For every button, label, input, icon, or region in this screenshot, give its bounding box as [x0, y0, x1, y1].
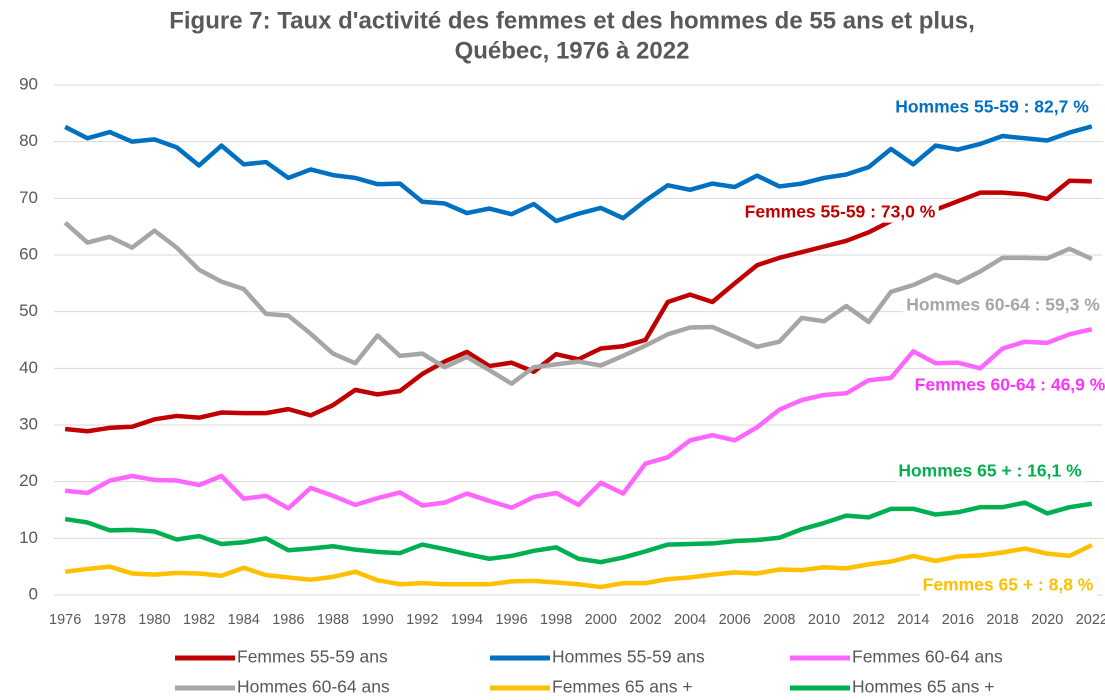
x-tick-label: 1996 [495, 612, 527, 628]
annotation-background [892, 95, 1093, 118]
legend-label: Femmes 55-59 ans [237, 647, 388, 667]
x-tick-label: 1978 [94, 612, 126, 628]
y-tick-label: 10 [19, 528, 38, 547]
annotation-background [903, 293, 1104, 316]
annotation-background [911, 373, 1105, 396]
series-line [64, 500, 1093, 565]
x-tick-label: 2016 [942, 612, 974, 628]
chart-title: Figure 7: Taux d'activité des femmes et … [169, 7, 975, 34]
x-tick-label: 2012 [853, 612, 885, 628]
x-tick-label: 2000 [585, 612, 617, 628]
x-tick-label: 2018 [986, 612, 1018, 628]
x-tick-label: 2004 [674, 612, 706, 628]
y-tick-label: 50 [19, 301, 38, 320]
x-tick-label: 1976 [49, 612, 81, 628]
legend-label: Femmes 60-64 ans [852, 647, 1003, 667]
legend-label: Hommes 55-59 ans [552, 647, 705, 667]
series-line [64, 327, 1093, 511]
y-tick-label: 30 [19, 414, 38, 433]
series-line [64, 543, 1093, 590]
x-tick-label: 1980 [138, 612, 170, 628]
annotation: Femmes 65 + : 8,8 % [923, 575, 1094, 595]
x-tick-label: 1984 [228, 612, 260, 628]
x-tick-label: 2014 [897, 612, 929, 628]
x-tick-label: 1994 [451, 612, 483, 628]
x-tick-label: 2002 [629, 612, 661, 628]
annotation: Hommes 55-59 : 82,7 % [895, 97, 1089, 117]
x-tick-label: 1986 [272, 612, 304, 628]
annotation-background [919, 573, 1097, 596]
y-tick-label: 60 [19, 244, 38, 263]
chart-subtitle: Québec, 1976 à 2022 [455, 37, 690, 64]
y-tick-label: 90 [19, 74, 38, 93]
annotation-background [895, 459, 1086, 482]
x-tick-label: 2006 [719, 612, 751, 628]
x-tick-label: 1982 [183, 612, 215, 628]
series-line [63, 221, 1093, 386]
legend-label: Femmes 65 ans + [552, 677, 693, 697]
x-tick-label: 2010 [808, 612, 840, 628]
y-tick-label: 40 [19, 358, 38, 377]
x-tick-label: 1990 [361, 612, 393, 628]
x-tick-label: 1992 [406, 612, 438, 628]
annotation: Hommes 65 + : 16,1 % [898, 461, 1082, 481]
y-tick-label: 70 [19, 188, 38, 207]
series-line [64, 124, 1093, 224]
x-tick-label: 2022 [1076, 612, 1105, 628]
x-tick-label: 1998 [540, 612, 572, 628]
x-tick-label: 2020 [1031, 612, 1063, 628]
y-tick-label: 20 [19, 471, 38, 490]
annotation-background [741, 200, 939, 223]
legend-label: Hommes 65 ans + [852, 677, 995, 697]
x-tick-label: 1988 [317, 612, 349, 628]
y-tick-label: 0 [29, 584, 38, 603]
annotation: Femmes 60-64 : 46,9 % [915, 375, 1105, 395]
annotation: Hommes 60-64 : 59,3 % [906, 295, 1100, 315]
annotation: Femmes 55-59 : 73,0 % [745, 202, 936, 222]
legend-label: Hommes 60-64 ans [237, 677, 390, 697]
y-tick-label: 80 [19, 131, 38, 150]
x-tick-label: 2008 [763, 612, 795, 628]
